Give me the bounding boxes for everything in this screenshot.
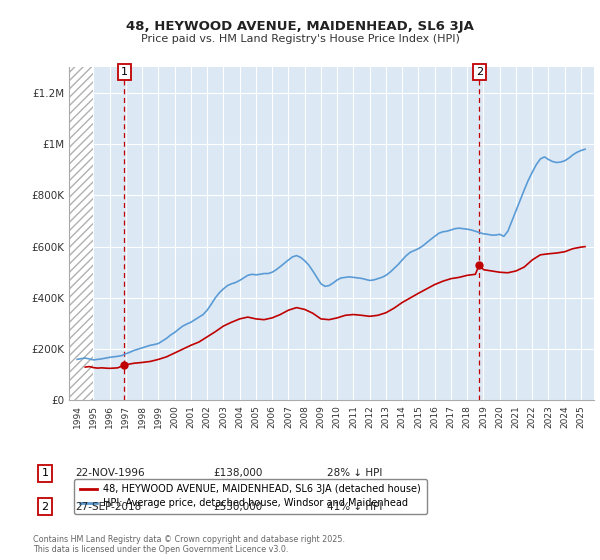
Text: £530,000: £530,000 [213,502,262,512]
Legend: 48, HEYWOOD AVENUE, MAIDENHEAD, SL6 3JA (detached house), HPI: Average price, de: 48, HEYWOOD AVENUE, MAIDENHEAD, SL6 3JA … [74,479,427,514]
Bar [69,67,94,400]
Text: 1: 1 [121,67,128,77]
Text: 2: 2 [41,502,49,512]
Text: 22-NOV-1996: 22-NOV-1996 [75,468,145,478]
Text: Contains HM Land Registry data © Crown copyright and database right 2025.
This d: Contains HM Land Registry data © Crown c… [33,535,345,554]
Text: Price paid vs. HM Land Registry's House Price Index (HPI): Price paid vs. HM Land Registry's House … [140,34,460,44]
Text: 27-SEP-2018: 27-SEP-2018 [75,502,141,512]
Text: 48, HEYWOOD AVENUE, MAIDENHEAD, SL6 3JA: 48, HEYWOOD AVENUE, MAIDENHEAD, SL6 3JA [126,20,474,32]
Text: 1: 1 [41,468,49,478]
Text: 2: 2 [476,67,483,77]
Text: £138,000: £138,000 [213,468,262,478]
Text: 28% ↓ HPI: 28% ↓ HPI [327,468,382,478]
Text: 41% ↓ HPI: 41% ↓ HPI [327,502,382,512]
